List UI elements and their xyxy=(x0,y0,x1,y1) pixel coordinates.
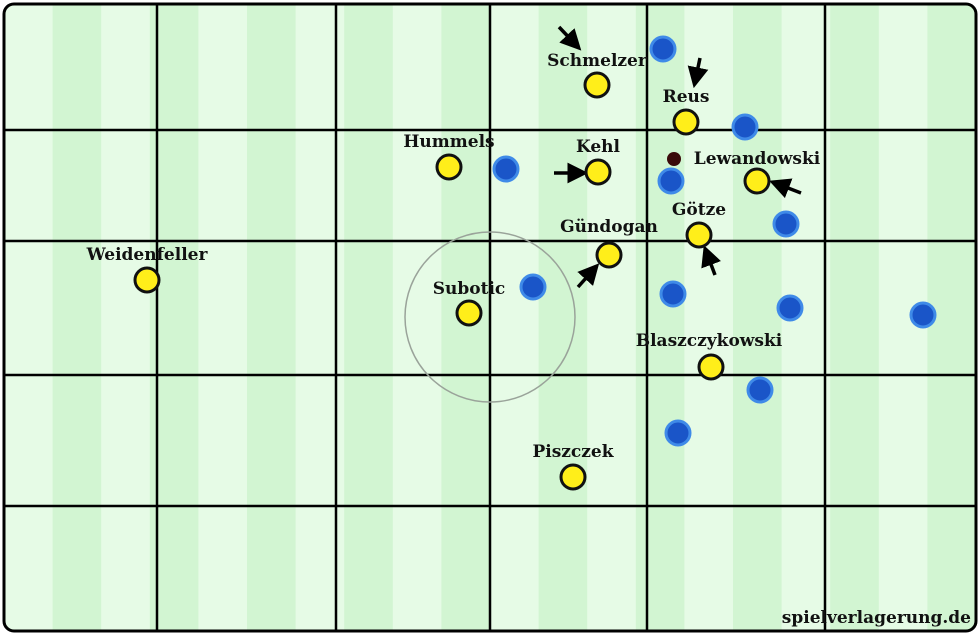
opponent-marker xyxy=(772,210,800,238)
player-schmelzer: Schmelzer xyxy=(547,51,648,99)
pitch-stripe xyxy=(52,4,102,631)
player-name: Kehl xyxy=(576,137,621,157)
opponent-marker xyxy=(746,376,774,404)
player-name: Hummels xyxy=(403,132,494,152)
team-players: Weidenfeller Hummels Subotic Schmelzer K… xyxy=(86,51,821,491)
opponent-marker xyxy=(731,113,759,141)
player-name: Weidenfeller xyxy=(86,245,209,265)
pitch-stripe xyxy=(101,4,151,631)
opponent-marker xyxy=(657,167,685,195)
pitch-stripe xyxy=(733,4,783,631)
player-marker xyxy=(455,299,483,327)
player-name: Götze xyxy=(672,200,726,220)
player-name: Reus xyxy=(663,87,710,107)
player-marker xyxy=(584,158,612,186)
player-name: Subotic xyxy=(433,279,506,299)
pitch-stripe xyxy=(635,4,685,631)
zone-grid xyxy=(4,4,976,631)
player-kehl: Kehl xyxy=(576,137,621,186)
player-gotze: Götze xyxy=(672,200,726,249)
pitch-stripe xyxy=(198,4,248,631)
watermark-text: spielverlagerung.de xyxy=(782,608,971,628)
opponent-marker xyxy=(776,294,804,322)
player-marker xyxy=(685,221,713,249)
player-subotic: Subotic xyxy=(433,279,506,327)
player-marker xyxy=(435,153,463,181)
player-marker xyxy=(559,463,587,491)
arrow-northeast-icon xyxy=(576,263,600,289)
player-marker xyxy=(595,241,623,269)
player-weidenfeller: Weidenfeller xyxy=(86,245,209,294)
player-name: Lewandowski xyxy=(694,149,821,169)
pitch-stripe xyxy=(392,4,442,631)
player-marker xyxy=(697,353,725,381)
pitch-stripe xyxy=(4,4,54,631)
arrow-southeast-icon xyxy=(557,25,582,51)
center-circle xyxy=(404,231,576,403)
opponent-marker xyxy=(909,301,937,329)
opponent-marker xyxy=(659,280,687,308)
player-marker xyxy=(133,266,161,294)
player-name: Blaszczykowski xyxy=(636,331,783,351)
player-hummels: Hummels xyxy=(403,132,495,181)
pitch-stripe xyxy=(587,4,637,631)
pitch-stripes xyxy=(4,4,976,631)
opponent-marker xyxy=(492,155,520,183)
ball xyxy=(667,152,681,166)
player-lewandowski: Lewandowski xyxy=(694,149,821,195)
arrow-west-icon xyxy=(769,178,802,199)
pitch-stripe xyxy=(538,4,588,631)
player-name: Schmelzer xyxy=(547,51,648,71)
player-marker xyxy=(672,108,700,136)
opponent-marker xyxy=(664,419,692,447)
movement-arrows xyxy=(554,25,802,289)
pitch-stripe xyxy=(830,4,880,631)
arrow-south-icon xyxy=(687,57,709,89)
opponent-players xyxy=(492,35,937,447)
player-marker xyxy=(583,71,611,99)
player-piszczek: Piszczek xyxy=(532,442,615,491)
player-blaszczykowski: Blaszczykowski xyxy=(636,331,783,381)
player-gundogan: Gündogan xyxy=(560,217,658,269)
opponent-marker xyxy=(519,273,547,301)
pitch-stripe xyxy=(247,4,297,631)
player-name: Gündogan xyxy=(560,217,658,237)
pitch-stripe xyxy=(684,4,734,631)
pitch-stripe xyxy=(344,4,394,631)
player-marker xyxy=(743,167,771,195)
opponent-marker xyxy=(649,35,677,63)
arrow-north-icon xyxy=(701,245,721,276)
player-name: Piszczek xyxy=(532,442,614,462)
pitch-stripe xyxy=(490,4,540,631)
pitch-stripe xyxy=(295,4,345,631)
player-reus: Reus xyxy=(663,87,710,136)
